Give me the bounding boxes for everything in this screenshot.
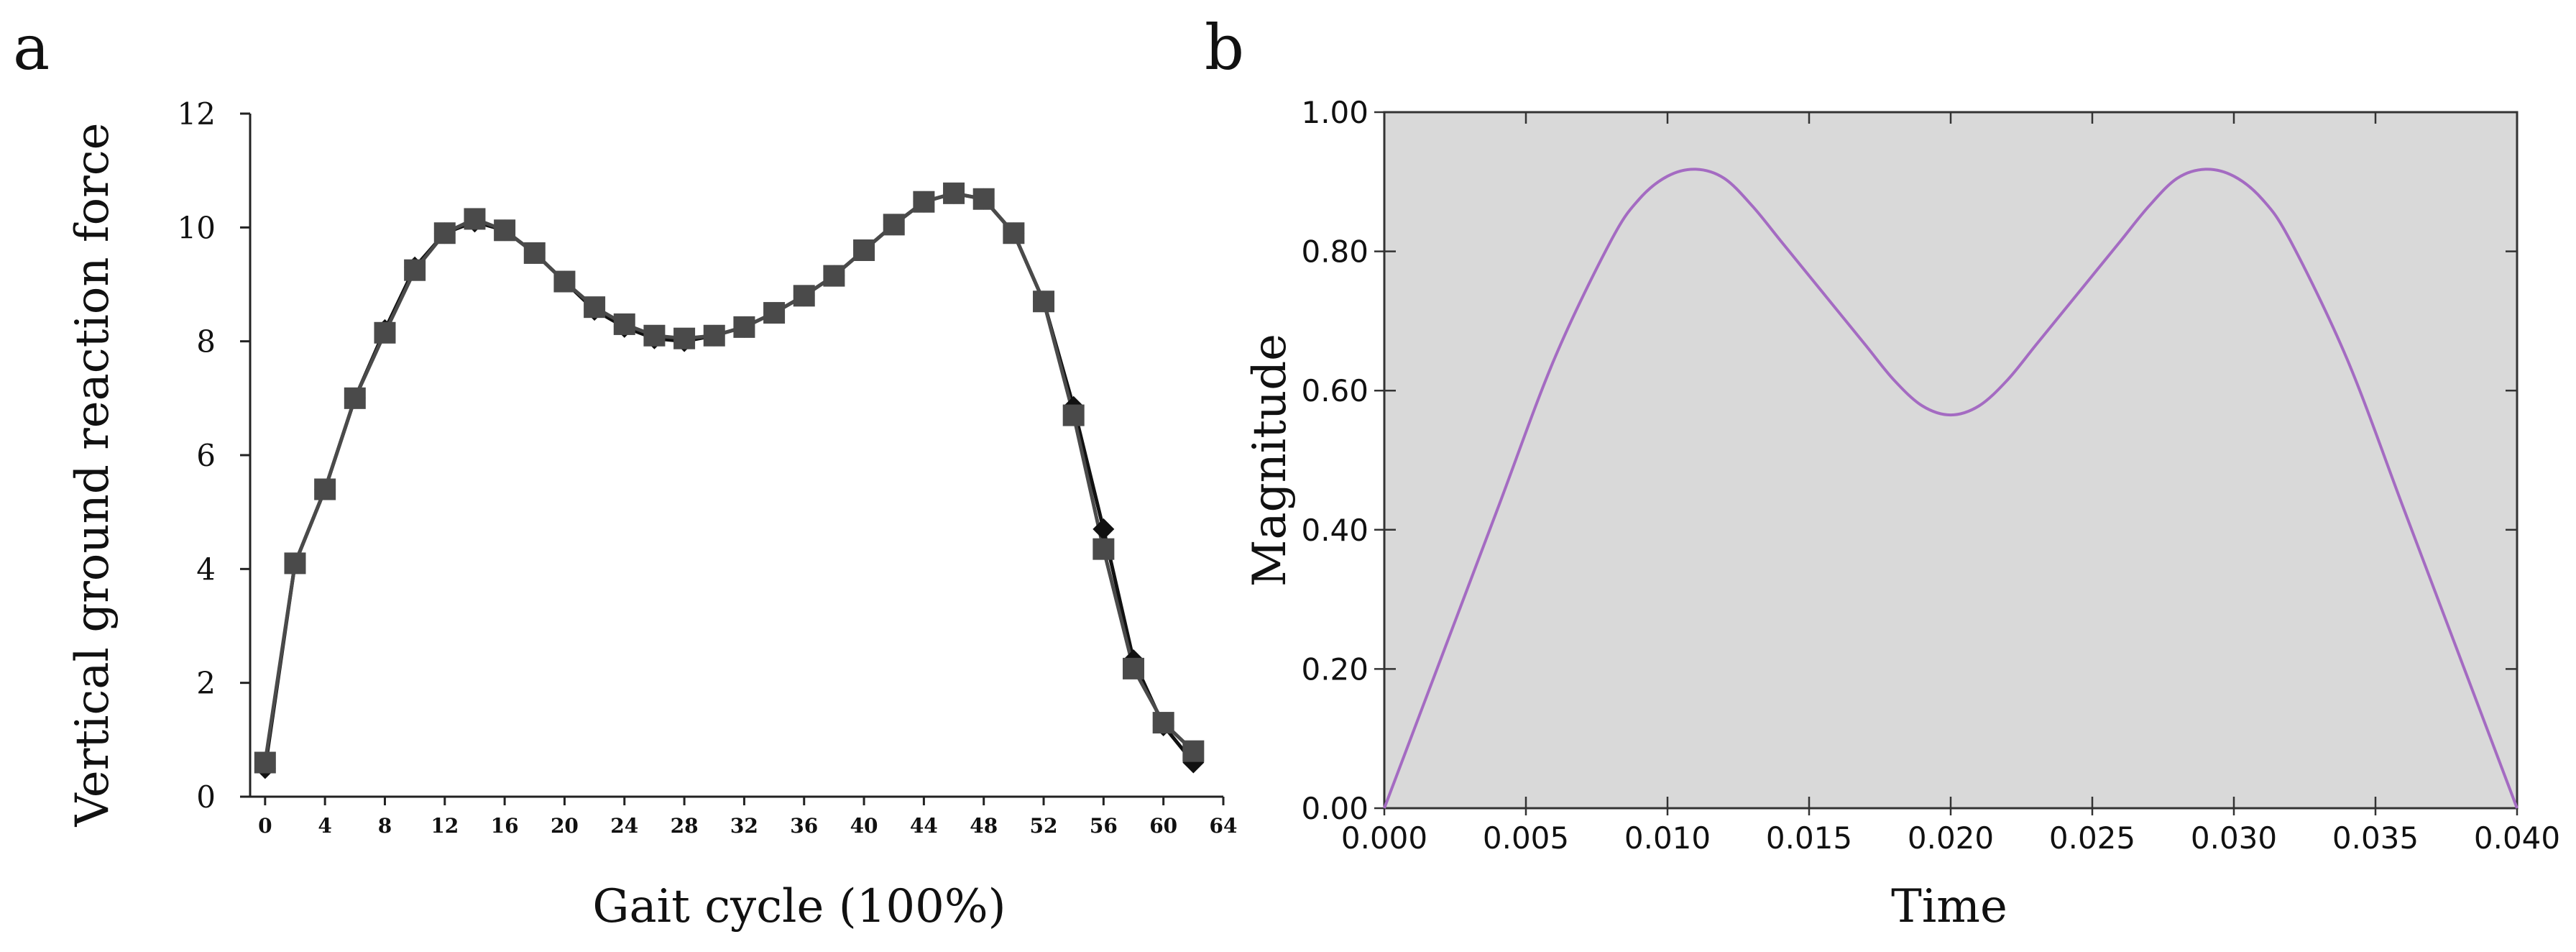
chart-a-x-tick-label: 60 bbox=[1149, 814, 1177, 838]
chart-b-y-tick-label: 1.00 bbox=[1301, 95, 1368, 130]
chart-b-y-tick-label: 0.60 bbox=[1301, 373, 1368, 408]
chart-a-point-square bbox=[284, 552, 306, 575]
chart-a-x-tick-label: 52 bbox=[1030, 814, 1058, 838]
chart-a-point-square bbox=[1062, 404, 1085, 426]
chart-a-y-tick-label: 8 bbox=[196, 324, 216, 360]
chart-a-point-square bbox=[1003, 222, 1025, 244]
chart-a-x-axis-label: Gait cycle (100%) bbox=[592, 880, 1006, 933]
chart-a-point-square bbox=[404, 259, 426, 281]
chart-a-point-square bbox=[613, 313, 635, 335]
chart-a-x-tick-label: 28 bbox=[671, 814, 699, 838]
chart-a-axes bbox=[249, 114, 1223, 798]
panel-label-a: a bbox=[13, 12, 50, 84]
chart-a-series bbox=[254, 182, 1205, 779]
chart-a-y-tick-label: 6 bbox=[196, 438, 216, 473]
chart-a-x-tick-label: 36 bbox=[790, 814, 818, 838]
chart-a-point-square bbox=[254, 751, 276, 774]
chart-a-y-tick-label: 0 bbox=[196, 779, 216, 815]
chart-a-x-tick-label: 12 bbox=[431, 814, 459, 838]
chart-a-point-square bbox=[913, 191, 935, 213]
chart-a-point-square bbox=[943, 182, 965, 204]
chart-b-plot-background bbox=[1383, 111, 2518, 810]
chart-b-x-tick-label: 0.010 bbox=[1624, 820, 1711, 856]
chart-b-y-tick-label: 0.00 bbox=[1301, 791, 1368, 826]
chart-a-point-square bbox=[314, 478, 336, 500]
chart-b-x-tick-label: 0.030 bbox=[2191, 820, 2277, 856]
chart-a-point-square bbox=[673, 327, 696, 349]
chart-a-point-square bbox=[584, 296, 606, 319]
chart-a-y-tick-label: 10 bbox=[178, 210, 216, 245]
panel-label-b: b bbox=[1205, 12, 1244, 84]
chart-a-y-tick-label: 4 bbox=[196, 551, 216, 587]
chart-a-point-square bbox=[1033, 290, 1055, 313]
chart-a-y-tick-label: 2 bbox=[196, 666, 216, 701]
chart-a-x-tick-label: 4 bbox=[318, 814, 331, 838]
chart-a-point-square bbox=[344, 387, 366, 409]
chart-a-point-square bbox=[733, 316, 755, 338]
chart-a-point-square bbox=[1182, 740, 1205, 762]
chart-a-x-tick-label: 64 bbox=[1210, 814, 1238, 838]
chart-a-x-tick-label: 20 bbox=[551, 814, 579, 838]
chart-a-point-square bbox=[464, 208, 486, 230]
chart-a-point-square bbox=[1152, 712, 1174, 734]
chart-a-point-square bbox=[883, 214, 905, 236]
chart-a-point-square bbox=[374, 321, 396, 344]
chart-b-x-tick-label: 0.025 bbox=[2049, 820, 2135, 856]
chart-a-point-square bbox=[823, 265, 845, 287]
chart-a-point-square bbox=[433, 222, 456, 244]
chart-a-point-square bbox=[523, 242, 546, 264]
chart-a-point-square bbox=[643, 324, 666, 347]
chart-a-x-tick-label: 32 bbox=[730, 814, 758, 838]
chart-a-point-square bbox=[972, 188, 995, 210]
chart-a-point-square bbox=[1092, 538, 1115, 560]
chart-a-x-tick-label: 56 bbox=[1090, 814, 1118, 838]
chart-a-point-square bbox=[553, 270, 576, 293]
chart-a-x-tick-label: 24 bbox=[610, 814, 638, 838]
chart-b-y-axis-label: Magnitude bbox=[1243, 334, 1297, 587]
chart-b: 0.00 0.20 0.40 0.60 0.80 1.00 0.000 0.005 0.010 0… bbox=[1243, 95, 2560, 933]
chart-a-point-square bbox=[1123, 657, 1145, 679]
chart-b-y-tick-label: 0.20 bbox=[1301, 651, 1368, 687]
chart-a-point-square bbox=[853, 239, 875, 261]
chart-b-x-tick-label: 0.040 bbox=[2474, 820, 2560, 856]
chart-a-x-tick-label: 44 bbox=[910, 814, 938, 838]
chart-b-x-tick-label: 0.015 bbox=[1766, 820, 1852, 856]
chart-b-ticks: 0.00 0.20 0.40 0.60 0.80 1.00 0.000 0.005 0.010 0… bbox=[1301, 95, 2560, 856]
chart-a-x-tick-label: 40 bbox=[850, 814, 878, 838]
chart-a-point-square bbox=[793, 285, 815, 307]
chart-a-y-tick-label: 12 bbox=[178, 96, 216, 132]
chart-b-y-tick-label: 0.80 bbox=[1301, 234, 1368, 270]
chart-b-y-tick-label: 0.40 bbox=[1301, 513, 1368, 548]
chart-b-line-magnitude bbox=[1383, 168, 2518, 809]
chart-b-x-axis-label: Time bbox=[1891, 880, 2007, 933]
chart-b-x-tick-label: 0.035 bbox=[2332, 820, 2419, 856]
chart-b-series bbox=[1383, 168, 2518, 809]
chart-b-x-tick-label: 0.000 bbox=[1341, 820, 1427, 856]
chart-a-x-tick-label: 8 bbox=[378, 814, 392, 838]
chart-a-x-tick-label: 48 bbox=[970, 814, 998, 838]
chart-a-x-tick-label: 0 bbox=[258, 814, 272, 838]
chart-a-point-square bbox=[494, 219, 516, 242]
chart-b-x-tick-label: 0.005 bbox=[1483, 820, 1569, 856]
chart-a-point-square bbox=[703, 324, 725, 347]
chart-a-y-axis-label: Vertical ground reaction force bbox=[66, 123, 119, 828]
chart-b-x-tick-label: 0.020 bbox=[1908, 820, 1994, 856]
chart-a-x-tick-label: 16 bbox=[491, 814, 519, 838]
chart-a-point-square bbox=[763, 302, 786, 324]
chart-a-point-diamond bbox=[1092, 518, 1115, 540]
